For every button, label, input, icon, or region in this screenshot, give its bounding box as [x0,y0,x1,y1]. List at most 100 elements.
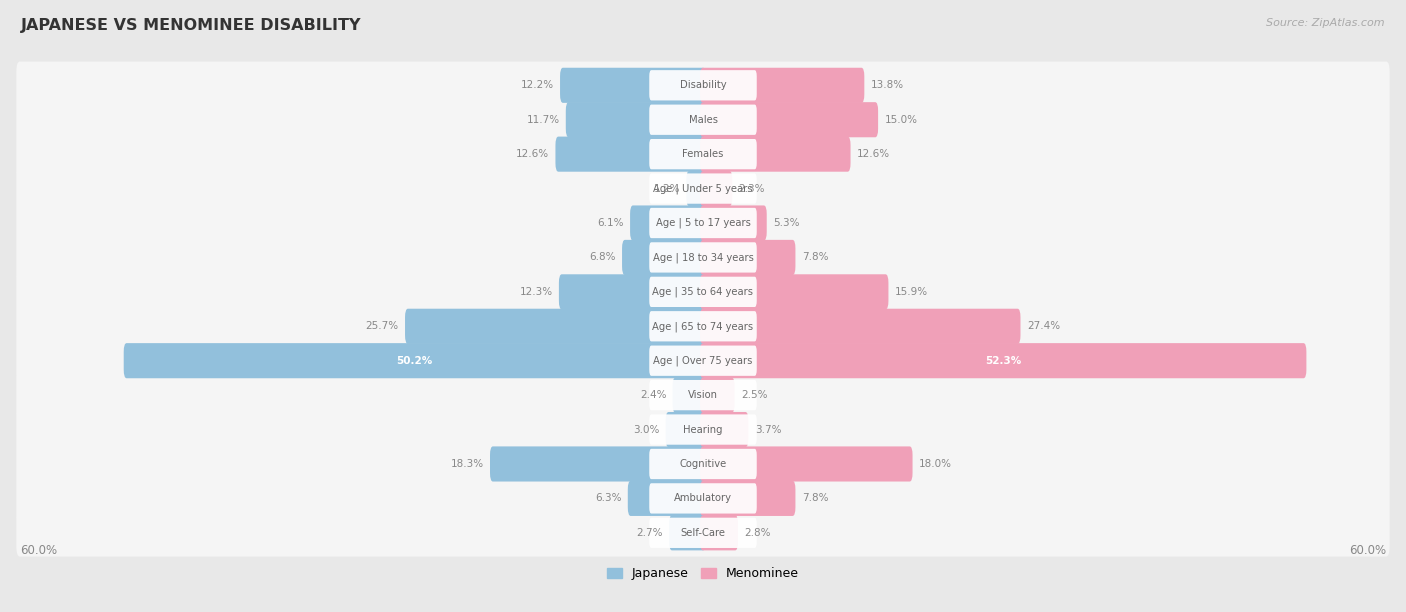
Text: Age | Over 75 years: Age | Over 75 years [654,356,752,366]
FancyBboxPatch shape [650,449,756,479]
FancyBboxPatch shape [621,240,706,275]
FancyBboxPatch shape [17,96,1389,143]
Text: 60.0%: 60.0% [20,544,56,557]
Text: 3.7%: 3.7% [755,425,782,435]
FancyBboxPatch shape [650,208,756,238]
FancyBboxPatch shape [17,371,1389,419]
Legend: Japanese, Menominee: Japanese, Menominee [602,562,804,585]
FancyBboxPatch shape [650,311,756,341]
Text: 13.8%: 13.8% [870,80,904,91]
FancyBboxPatch shape [491,446,706,482]
FancyBboxPatch shape [17,337,1389,384]
FancyBboxPatch shape [560,68,706,103]
Text: 7.8%: 7.8% [801,493,828,504]
FancyBboxPatch shape [17,165,1389,212]
Text: Vision: Vision [688,390,718,400]
FancyBboxPatch shape [17,200,1389,247]
Text: Females: Females [682,149,724,159]
FancyBboxPatch shape [669,515,706,550]
Text: Cognitive: Cognitive [679,459,727,469]
FancyBboxPatch shape [700,515,738,550]
FancyBboxPatch shape [700,136,851,172]
FancyBboxPatch shape [700,206,766,241]
FancyBboxPatch shape [560,274,706,310]
Text: Age | 35 to 64 years: Age | 35 to 64 years [652,286,754,297]
FancyBboxPatch shape [700,446,912,482]
Text: 2.7%: 2.7% [637,528,662,538]
FancyBboxPatch shape [124,343,706,378]
Text: Source: ZipAtlas.com: Source: ZipAtlas.com [1267,18,1385,28]
Text: 18.0%: 18.0% [920,459,952,469]
Text: 11.7%: 11.7% [526,114,560,125]
FancyBboxPatch shape [650,139,756,170]
FancyBboxPatch shape [17,475,1389,522]
Text: 6.8%: 6.8% [589,252,616,263]
Text: 60.0%: 60.0% [1350,544,1386,557]
Text: 18.3%: 18.3% [450,459,484,469]
Text: 12.2%: 12.2% [520,80,554,91]
FancyBboxPatch shape [650,518,756,548]
FancyBboxPatch shape [630,206,706,241]
Text: 12.6%: 12.6% [516,149,550,159]
Text: Ambulatory: Ambulatory [673,493,733,504]
Text: 5.3%: 5.3% [773,218,800,228]
Text: 7.8%: 7.8% [801,252,828,263]
Text: 2.5%: 2.5% [741,390,768,400]
FancyBboxPatch shape [17,234,1389,281]
Text: 12.3%: 12.3% [519,287,553,297]
FancyBboxPatch shape [650,105,756,135]
FancyBboxPatch shape [17,268,1389,316]
Text: Disability: Disability [679,80,727,91]
Text: Self-Care: Self-Care [681,528,725,538]
FancyBboxPatch shape [700,68,865,103]
FancyBboxPatch shape [555,136,706,172]
FancyBboxPatch shape [565,102,706,137]
Text: 52.3%: 52.3% [986,356,1021,366]
Text: JAPANESE VS MENOMINEE DISABILITY: JAPANESE VS MENOMINEE DISABILITY [21,18,361,34]
FancyBboxPatch shape [650,277,756,307]
FancyBboxPatch shape [650,414,756,445]
FancyBboxPatch shape [405,308,706,344]
FancyBboxPatch shape [672,378,706,412]
FancyBboxPatch shape [17,130,1389,178]
Text: 50.2%: 50.2% [396,356,433,366]
Text: Age | 5 to 17 years: Age | 5 to 17 years [655,218,751,228]
Text: Age | 18 to 34 years: Age | 18 to 34 years [652,252,754,263]
Text: Hearing: Hearing [683,425,723,435]
FancyBboxPatch shape [17,406,1389,453]
Text: Age | 65 to 74 years: Age | 65 to 74 years [652,321,754,332]
Text: 27.4%: 27.4% [1026,321,1060,331]
Text: 15.9%: 15.9% [894,287,928,297]
FancyBboxPatch shape [700,240,796,275]
Text: 15.0%: 15.0% [884,114,918,125]
Text: 6.3%: 6.3% [595,493,621,504]
Text: 1.2%: 1.2% [654,184,681,193]
Text: 12.6%: 12.6% [856,149,890,159]
Text: Age | Under 5 years: Age | Under 5 years [654,184,752,194]
FancyBboxPatch shape [650,346,756,376]
Text: 2.3%: 2.3% [738,184,765,193]
FancyBboxPatch shape [17,302,1389,350]
FancyBboxPatch shape [17,440,1389,488]
Text: Males: Males [689,114,717,125]
FancyBboxPatch shape [650,173,756,204]
FancyBboxPatch shape [700,481,796,516]
FancyBboxPatch shape [700,308,1021,344]
FancyBboxPatch shape [665,412,706,447]
FancyBboxPatch shape [700,412,748,447]
FancyBboxPatch shape [650,380,756,410]
FancyBboxPatch shape [650,70,756,100]
Text: 6.1%: 6.1% [598,218,624,228]
FancyBboxPatch shape [17,509,1389,556]
Text: 2.4%: 2.4% [640,390,666,400]
FancyBboxPatch shape [628,481,706,516]
FancyBboxPatch shape [17,62,1389,109]
Text: 3.0%: 3.0% [633,425,659,435]
Text: 2.8%: 2.8% [744,528,770,538]
FancyBboxPatch shape [650,242,756,272]
FancyBboxPatch shape [700,378,734,412]
FancyBboxPatch shape [686,171,706,206]
FancyBboxPatch shape [700,274,889,310]
Text: 25.7%: 25.7% [366,321,399,331]
FancyBboxPatch shape [700,343,1306,378]
